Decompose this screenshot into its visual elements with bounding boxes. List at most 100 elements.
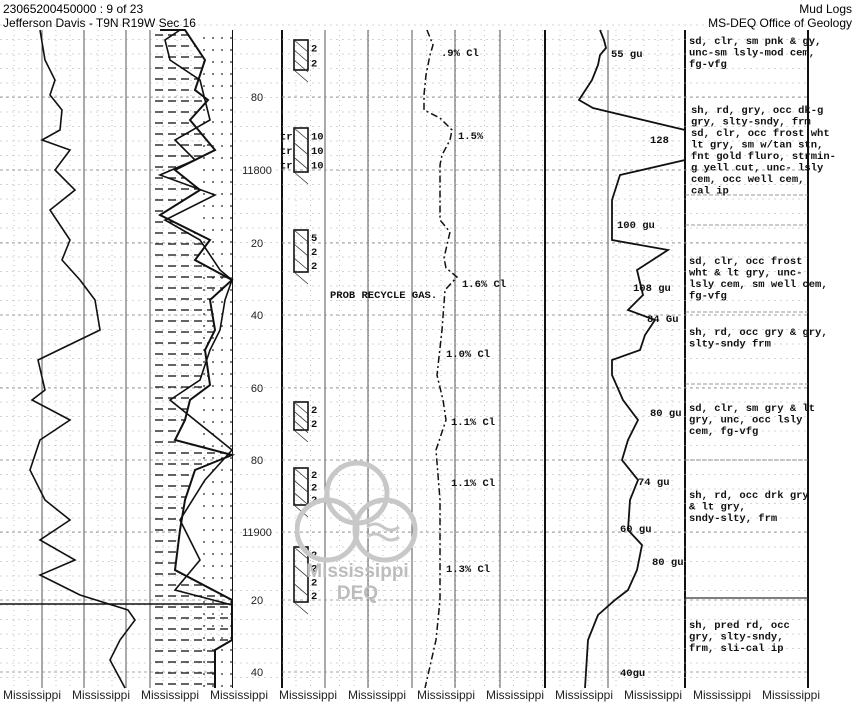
sand-dot: [230, 37, 232, 39]
sand-dot: [203, 337, 205, 339]
sand-dot: [221, 49, 223, 51]
sand-dot: [203, 301, 205, 303]
gas-annotation: 1.0% Cl: [446, 349, 490, 361]
lithology-description-line: frm, sli-cal ip: [689, 643, 784, 655]
sand-dot: [230, 265, 232, 267]
sand-dot: [230, 589, 232, 591]
sand-dot: [230, 313, 232, 315]
sand-dot: [203, 661, 205, 663]
hatch-line: [293, 401, 309, 415]
show-value: 2: [311, 247, 317, 259]
sand-dot: [221, 85, 223, 87]
sand-dot: [212, 337, 214, 339]
watermark-footer-text: Mississippi: [72, 688, 131, 702]
sand-dot: [221, 169, 223, 171]
sand-dot: [203, 37, 205, 39]
gas-annotation: 1.6% Cl: [462, 279, 506, 291]
sand-dot: [212, 493, 214, 495]
sand-dot: [230, 133, 232, 135]
sand-dot: [203, 217, 205, 219]
hatch-line: [293, 171, 309, 185]
sand-dot: [212, 133, 214, 135]
gas-annotation: .9% Cl: [441, 48, 479, 60]
sand-dot: [212, 601, 214, 603]
hatch-line: [293, 411, 309, 424]
show-prefix: tr: [280, 146, 293, 158]
sand-dot: [221, 37, 223, 39]
sand-dot: [230, 685, 232, 687]
sand-dot: [230, 217, 232, 219]
sand-dot: [212, 205, 214, 207]
sand-dot: [221, 409, 223, 411]
sand-dot: [212, 109, 214, 111]
document-type: Mud Logs: [799, 2, 852, 16]
depth-label: 60: [251, 383, 263, 395]
sand-dot: [203, 205, 205, 207]
sand-dot: [203, 277, 205, 279]
sand-dot: [230, 205, 232, 207]
sand-dot: [221, 373, 223, 375]
sand-dot: [203, 469, 205, 471]
document-id: 23065200450000 : 9 of 23: [3, 2, 144, 16]
hatch-line: [293, 601, 309, 615]
sand-dot: [212, 457, 214, 459]
watermark-footer-text: Mississippi: [555, 688, 614, 702]
hatch-line: [293, 492, 309, 505]
sand-dot: [230, 325, 232, 327]
total-gas-curve: [577, 29, 686, 689]
document-header-left: 23065200450000 : 9 of 23 Jefferson Davis…: [3, 2, 196, 30]
sand-dot: [221, 517, 223, 519]
watermark-circles-icon: [295, 460, 418, 563]
sand-dot: [230, 73, 232, 75]
sand-dot: [230, 169, 232, 171]
gas-annotation: 1.1% Cl: [451, 417, 495, 429]
watermark-footer-text: Mississippi: [762, 688, 821, 702]
log-curves: [29, 29, 686, 689]
total-gas-label: 60 gu: [620, 524, 652, 536]
sand-dot: [212, 37, 214, 39]
hatch-line: [293, 69, 309, 83]
sand-dot: [221, 181, 223, 183]
lithology-description-line: sd, clr, occ frost: [689, 256, 802, 268]
sand-dot: [212, 397, 214, 399]
sand-dot: [203, 505, 205, 507]
sand-dot: [203, 517, 205, 519]
hatch-line: [293, 420, 309, 433]
sand-dot: [203, 49, 205, 51]
sand-dot: [221, 337, 223, 339]
lithology-description-line: sd, clr, occ frost wht: [691, 128, 830, 140]
watermark-text: Mississippi: [306, 561, 409, 582]
sand-dot: [221, 637, 223, 639]
sand-dot: [203, 565, 205, 567]
sand-dot: [221, 193, 223, 195]
sand-dot: [230, 541, 232, 543]
sand-dot: [221, 277, 223, 279]
watermark-footer-text: Mississippi: [348, 688, 407, 702]
hatch-line: [293, 257, 309, 271]
hatch-line: [293, 429, 309, 443]
lithology-description-line: gry, slty-sndy,: [689, 632, 784, 644]
depth-label: 11900: [242, 527, 272, 539]
show-box: [293, 127, 309, 173]
sand-dot: [212, 217, 214, 219]
sand-dot: [203, 157, 205, 159]
depth-label: 80: [251, 92, 263, 104]
sand-dot: [212, 241, 214, 243]
lithology-description-line: cem, occ well cem,: [691, 174, 804, 186]
sand-dot: [203, 385, 205, 387]
sand-dot: [212, 517, 214, 519]
sand-dot: [203, 673, 205, 675]
sand-dot: [212, 481, 214, 483]
sand-dot: [221, 397, 223, 399]
sand-dot: [230, 49, 232, 51]
sand-dot: [230, 421, 232, 423]
watermark-footer-text: Mississippi: [624, 688, 683, 702]
sand-dot: [212, 277, 214, 279]
sand-dot: [203, 577, 205, 579]
sand-dot: [203, 493, 205, 495]
lithology-description-line: lsly cem, sm well cem,: [689, 279, 828, 291]
lithology-description-line: fg-vfg: [689, 291, 727, 303]
sand-dot: [212, 253, 214, 255]
sand-dot: [203, 589, 205, 591]
